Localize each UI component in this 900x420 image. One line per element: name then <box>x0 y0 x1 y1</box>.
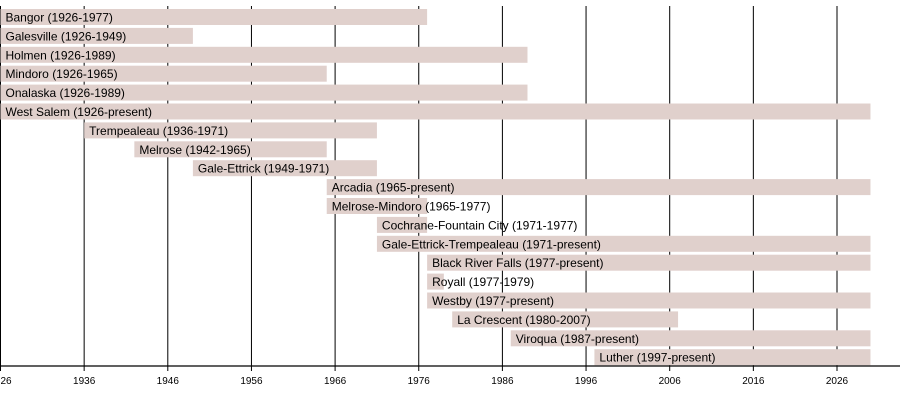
timeline-bar <box>376 216 428 233</box>
timeline-bar <box>0 103 871 120</box>
x-tick-label: 1936 <box>73 376 96 387</box>
timeline-bar <box>0 27 193 44</box>
timeline-bar <box>452 311 679 328</box>
bar-label: Trempealeau (1936-1971) <box>89 124 228 138</box>
timeline-bar <box>0 9 428 25</box>
timeline-bar <box>0 65 327 82</box>
bar-label: Bangor (1926-1977) <box>6 11 113 25</box>
bar-label: Westby (1977-present) <box>432 294 554 308</box>
timeline-bar <box>84 122 377 139</box>
x-tick-label: 2026 <box>826 376 849 387</box>
bar-label: Black River Falls (1977-present) <box>432 256 603 270</box>
bar-label: Arcadia (1965-present) <box>332 181 455 195</box>
timeline-bar <box>0 84 528 101</box>
timeline-bar <box>326 179 871 196</box>
x-tick-label: 1946 <box>157 376 180 387</box>
bar-label: Onalaska (1926-1989) <box>6 86 125 100</box>
bar-label: Gale-Ettrick-Trempealeau (1971-present) <box>382 237 601 251</box>
x-tick-label: 2016 <box>742 376 765 387</box>
timeline-bar <box>427 254 871 271</box>
timeline-bar <box>134 141 327 158</box>
bar-label: Galesville (1926-1949) <box>6 29 127 43</box>
bar-label: Mindoro (1926-1965) <box>6 67 118 81</box>
bar-label: Luther (1997-present) <box>599 351 715 365</box>
bar-label: West Salem (1926-present) <box>6 105 153 119</box>
timeline-bar <box>427 273 444 290</box>
bar-label: Royall (1977-1979) <box>432 275 534 289</box>
bar-label: La Crescent (1980-2007) <box>457 313 590 327</box>
bar-label: Gale-Ettrick (1949-1971) <box>198 162 329 176</box>
timeline-bar <box>427 292 871 309</box>
bar-label: Holmen (1926-1989) <box>6 48 116 62</box>
x-tick-label: 1956 <box>240 376 263 387</box>
bar-label: Melrose-Mindoro (1965-1977) <box>332 200 491 214</box>
timeline-bar <box>376 235 871 252</box>
x-tick-label: 1926 <box>0 376 12 387</box>
x-tick-label: 1976 <box>408 376 431 387</box>
timeline-bar <box>326 198 428 214</box>
bar-label: Viroqua (1987-present) <box>516 332 639 346</box>
x-tick-label: 1986 <box>491 376 514 387</box>
x-tick-label: 1966 <box>324 376 347 387</box>
timeline-bar <box>192 160 377 177</box>
bar-label: Melrose (1942-1965) <box>139 143 250 157</box>
x-tick-label: 2006 <box>659 376 682 387</box>
timeline-bar <box>0 46 528 63</box>
timeline-bar <box>510 330 871 347</box>
timeline-bar <box>594 349 871 366</box>
bar-label: Cochrane-Fountain City (1971-1977) <box>382 218 577 232</box>
x-tick-label: 1996 <box>575 376 598 387</box>
